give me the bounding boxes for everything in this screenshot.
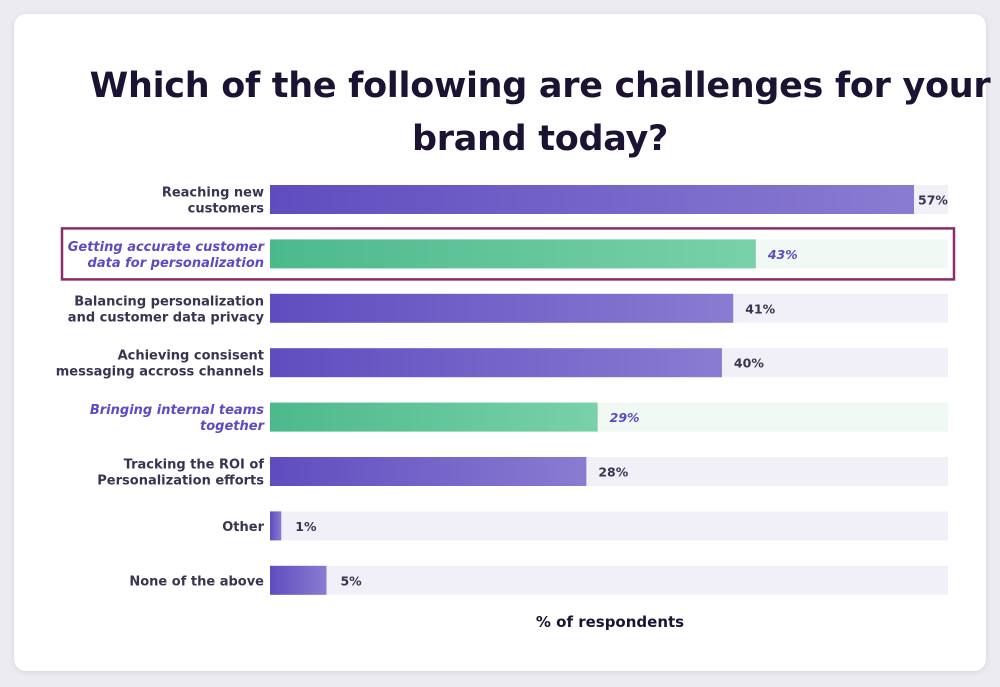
chart-title-line-1: Which of the following are challenges fo…: [89, 66, 991, 106]
bar: [270, 511, 282, 541]
x-axis-label: % of respondents: [535, 613, 685, 631]
bar-row: 43% Getting accurate customer data for per…: [60, 227, 956, 281]
bar-row: 57% Reaching new customers: [162, 185, 948, 217]
bar: [270, 185, 914, 214]
bar-track: [270, 511, 948, 541]
category-label: Other: [222, 520, 264, 535]
value-label: 57%: [918, 193, 948, 208]
category-label: Getting accurate customer data for person…: [68, 240, 266, 271]
category-label-line: and customer data privacy: [68, 310, 265, 325]
chart-card: [14, 14, 986, 671]
highlight-box: [60, 227, 956, 281]
category-label-line: data for personalization: [88, 256, 264, 271]
value-label: 5%: [340, 573, 362, 588]
category-label: Reaching new customers: [162, 186, 264, 217]
bar-row: 29% Bringing internal teams together: [90, 402, 948, 434]
value-label: 43%: [767, 247, 798, 262]
value-label: 40%: [734, 356, 764, 371]
category-label-line: Personalization efforts: [97, 474, 264, 489]
category-label-line: Reaching new: [162, 186, 264, 201]
category-label: Tracking the ROI of Personalization effor…: [97, 458, 264, 489]
category-label-line: Achieving consisent: [118, 349, 264, 364]
chart-title-line-2: brand today?: [412, 119, 668, 159]
category-label-line: Getting accurate customer: [68, 240, 266, 255]
bar-row: 5% None of the above: [129, 565, 948, 595]
value-label: 29%: [610, 410, 640, 425]
value-label: 1%: [295, 519, 317, 534]
category-label: Balancing personalization and customer da…: [68, 294, 265, 325]
category-label-line: Balancing personalization: [74, 294, 264, 309]
bar: [270, 565, 327, 595]
bar-row: 28% Tracking the ROI of Personalization ef…: [97, 457, 948, 489]
chart-title: Which of the following are challenges fo…: [0, 60, 1000, 166]
value-label: 28%: [598, 465, 628, 480]
bar: [270, 293, 734, 323]
bar: [270, 348, 722, 378]
category-label-line: customers: [188, 202, 265, 217]
bar: [270, 239, 756, 269]
bar-row: 1% Other: [222, 511, 948, 541]
category-label-line: Other: [222, 520, 264, 535]
value-label: 41%: [745, 301, 775, 316]
bar: [270, 402, 598, 432]
category-label: Achieving consisent messaging accross cha…: [56, 349, 265, 380]
category-label-line: together: [200, 419, 266, 434]
bar-row: 40% Achieving consisent messaging accross …: [56, 348, 948, 380]
bar-row: 41% Balancing personalization and customer…: [68, 293, 948, 325]
category-label: Bringing internal teams together: [90, 403, 266, 434]
category-label-line: messaging accross channels: [56, 365, 265, 380]
category-label-line: None of the above: [129, 574, 264, 589]
category-label-line: Tracking the ROI of: [124, 458, 265, 473]
bar: [270, 457, 587, 486]
category-label-line: Bringing internal teams: [90, 403, 264, 418]
category-label: None of the above: [129, 574, 264, 589]
bar-track: [270, 565, 948, 595]
